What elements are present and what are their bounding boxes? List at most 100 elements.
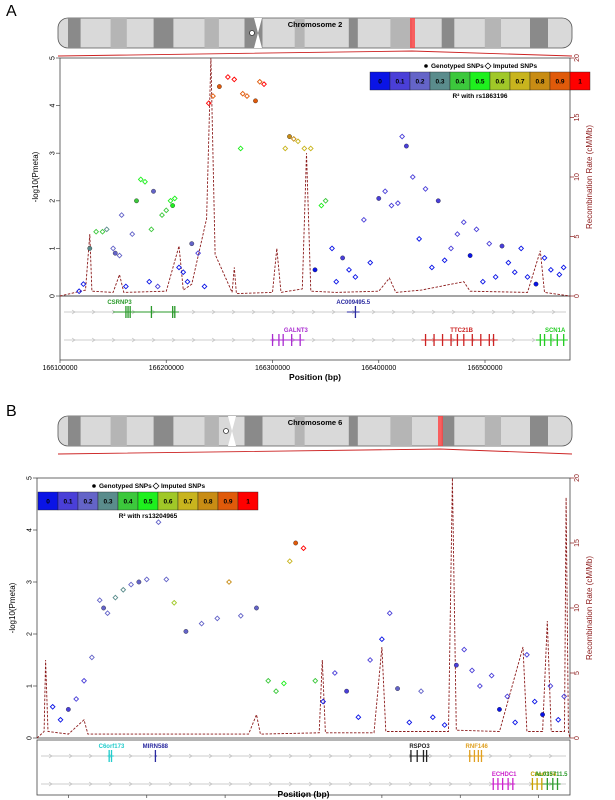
strand-arrow	[111, 337, 116, 343]
genotyped-legend-marker	[92, 484, 96, 488]
imputed-snp-point	[454, 231, 461, 238]
imputed-snp-point	[195, 250, 202, 257]
imputed-snp-point	[110, 245, 117, 252]
imputed-snp-point	[479, 278, 486, 285]
gene-label: GALNT3	[284, 328, 309, 334]
strand-arrow	[91, 337, 96, 343]
strand-arrow	[411, 309, 416, 315]
chromosome-band	[294, 416, 305, 446]
imputed-snp-point	[76, 288, 83, 295]
r2-value-label: 0.4	[455, 79, 464, 86]
chromosome-band	[153, 18, 174, 48]
r2-caption: R² with rs1863196	[453, 93, 508, 100]
chromosome-band	[348, 416, 358, 446]
gene-exon	[507, 778, 509, 790]
strand-arrow	[231, 309, 236, 315]
regional-plot: 012345-log10(Pmeta)05101520Recombination…	[31, 54, 594, 382]
genotyped-snp-point	[151, 188, 156, 194]
gene-exon	[174, 306, 176, 318]
genotyped-snp-point	[189, 241, 195, 246]
y-tick-label: 5	[27, 476, 34, 480]
genotyped-snp-point	[253, 98, 258, 104]
gene-exon	[125, 306, 127, 318]
y-tick-label: 0	[27, 736, 34, 740]
region-highlight	[438, 416, 443, 446]
strand-arrow	[191, 337, 196, 343]
strand-arrow	[211, 309, 216, 315]
imputed-snp-point	[418, 688, 425, 695]
imputed-snp-point	[461, 646, 468, 653]
strand-arrow	[348, 781, 353, 787]
gene-exon	[150, 306, 153, 318]
gene-exon	[172, 306, 174, 318]
strand-arrow	[208, 753, 213, 759]
genotyped-snp-point	[87, 246, 93, 251]
gene-exon	[154, 750, 157, 762]
gene-label: C6orf174	[531, 772, 557, 778]
strand-arrow	[328, 753, 333, 759]
strand-arrow	[148, 753, 153, 759]
genotyped-snp-point	[453, 662, 459, 668]
gene-exon	[488, 334, 490, 346]
imputed-legend-marker	[484, 62, 492, 70]
strand-arrow	[491, 309, 496, 315]
chromosome-band	[244, 416, 263, 446]
imputed-snp-point	[416, 235, 423, 242]
imputed-snp-point	[333, 278, 340, 285]
imputed-snp-point	[146, 278, 153, 285]
gene-exon	[110, 750, 113, 762]
imputed-snp-point	[96, 597, 103, 604]
imputed-snp-point	[512, 719, 519, 726]
strand-arrow	[308, 753, 313, 759]
strand-arrow	[151, 337, 156, 343]
strand-arrow	[168, 781, 173, 787]
genotyped-snp-point	[293, 540, 299, 546]
strand-arrow	[248, 753, 253, 759]
imputed-snp-point	[171, 599, 178, 606]
strand-arrow	[411, 337, 416, 343]
gene-label: RSPO3	[409, 744, 430, 750]
strand-arrow	[91, 309, 96, 315]
genotyped-snp-point	[312, 267, 318, 273]
strand-arrow	[228, 753, 233, 759]
strand-arrow	[71, 309, 76, 315]
strand-arrow	[128, 781, 133, 787]
imputed-snp-point	[561, 693, 568, 700]
gene-exon	[536, 778, 538, 790]
strand-arrow	[531, 309, 536, 315]
chromosome-band	[390, 416, 412, 446]
imputed-snp-point	[205, 100, 212, 107]
genotyped-legend-label: Genotyped SNPs	[431, 63, 484, 70]
centromere-notch	[228, 416, 236, 431]
imputed-snp-point	[256, 78, 263, 85]
r2-value-label: 0.8	[535, 79, 544, 86]
y-tick-label: 3	[27, 580, 34, 584]
strand-arrow	[251, 309, 256, 315]
r2-value-label: 0.7	[515, 79, 524, 86]
strand-arrow	[348, 753, 353, 759]
r2-value-label: 0.1	[63, 499, 72, 506]
imputed-snp-point	[118, 212, 125, 219]
strand-arrow	[168, 753, 173, 759]
strand-arrow	[391, 309, 396, 315]
imputed-snp-point	[469, 667, 475, 674]
imputed-snp-point	[429, 714, 436, 721]
chromosome-band	[530, 416, 548, 446]
imputed-snp-point	[261, 81, 267, 88]
r2-value-label: 0.5	[475, 79, 484, 86]
imputed-snp-point	[312, 677, 319, 684]
strand-arrow	[368, 781, 373, 787]
strand-arrow	[328, 781, 333, 787]
strand-arrow	[388, 781, 393, 787]
chromosome-band	[294, 18, 305, 48]
imputed-snp-point	[556, 271, 563, 278]
chromosome-band	[153, 416, 174, 446]
imputed-snp-point	[295, 138, 301, 145]
gene-exon	[129, 306, 131, 318]
gene-exon	[282, 334, 284, 346]
imputed-snp-point	[352, 274, 359, 280]
genotyped-snp-point	[254, 605, 259, 611]
genotyped-snp-point	[404, 143, 409, 149]
genotyped-snp-point	[376, 196, 382, 201]
